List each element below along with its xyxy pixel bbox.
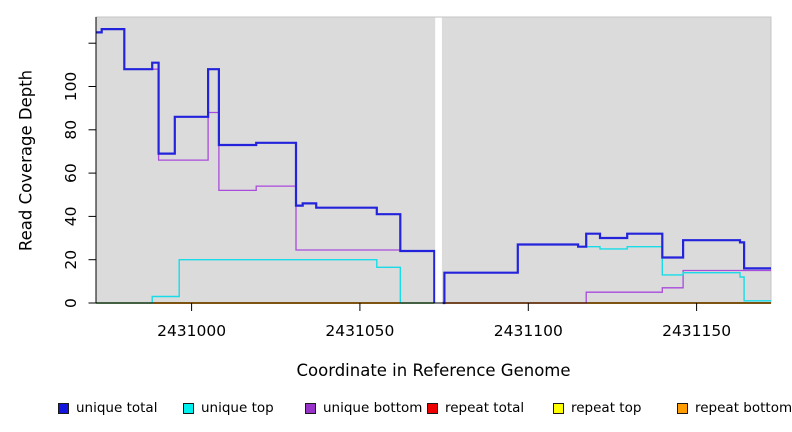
y-tick-label: 40 (62, 207, 80, 227)
y-tick-label: 100 (62, 72, 80, 102)
y-axis-title: Read Coverage Depth (16, 69, 36, 252)
y-tick-label: 60 (62, 163, 80, 183)
x-tick-label: 2431150 (662, 322, 731, 340)
y-tick-label: 80 (62, 120, 80, 140)
series-line-unique-total (442, 232, 771, 305)
series-line-unique-total (96, 28, 436, 303)
series-line-unique-top (96, 259, 435, 304)
x-tick-label: 2431000 (157, 322, 226, 340)
x-axis-title: Coordinate in Reference Genome (296, 361, 571, 380)
y-tick-label: 0 (62, 298, 80, 308)
x-tick-label: 2431050 (325, 322, 394, 340)
x-tick-label: 2431100 (494, 322, 563, 340)
no-data-gap-band (435, 17, 442, 305)
y-tick-label: 20 (62, 250, 80, 270)
